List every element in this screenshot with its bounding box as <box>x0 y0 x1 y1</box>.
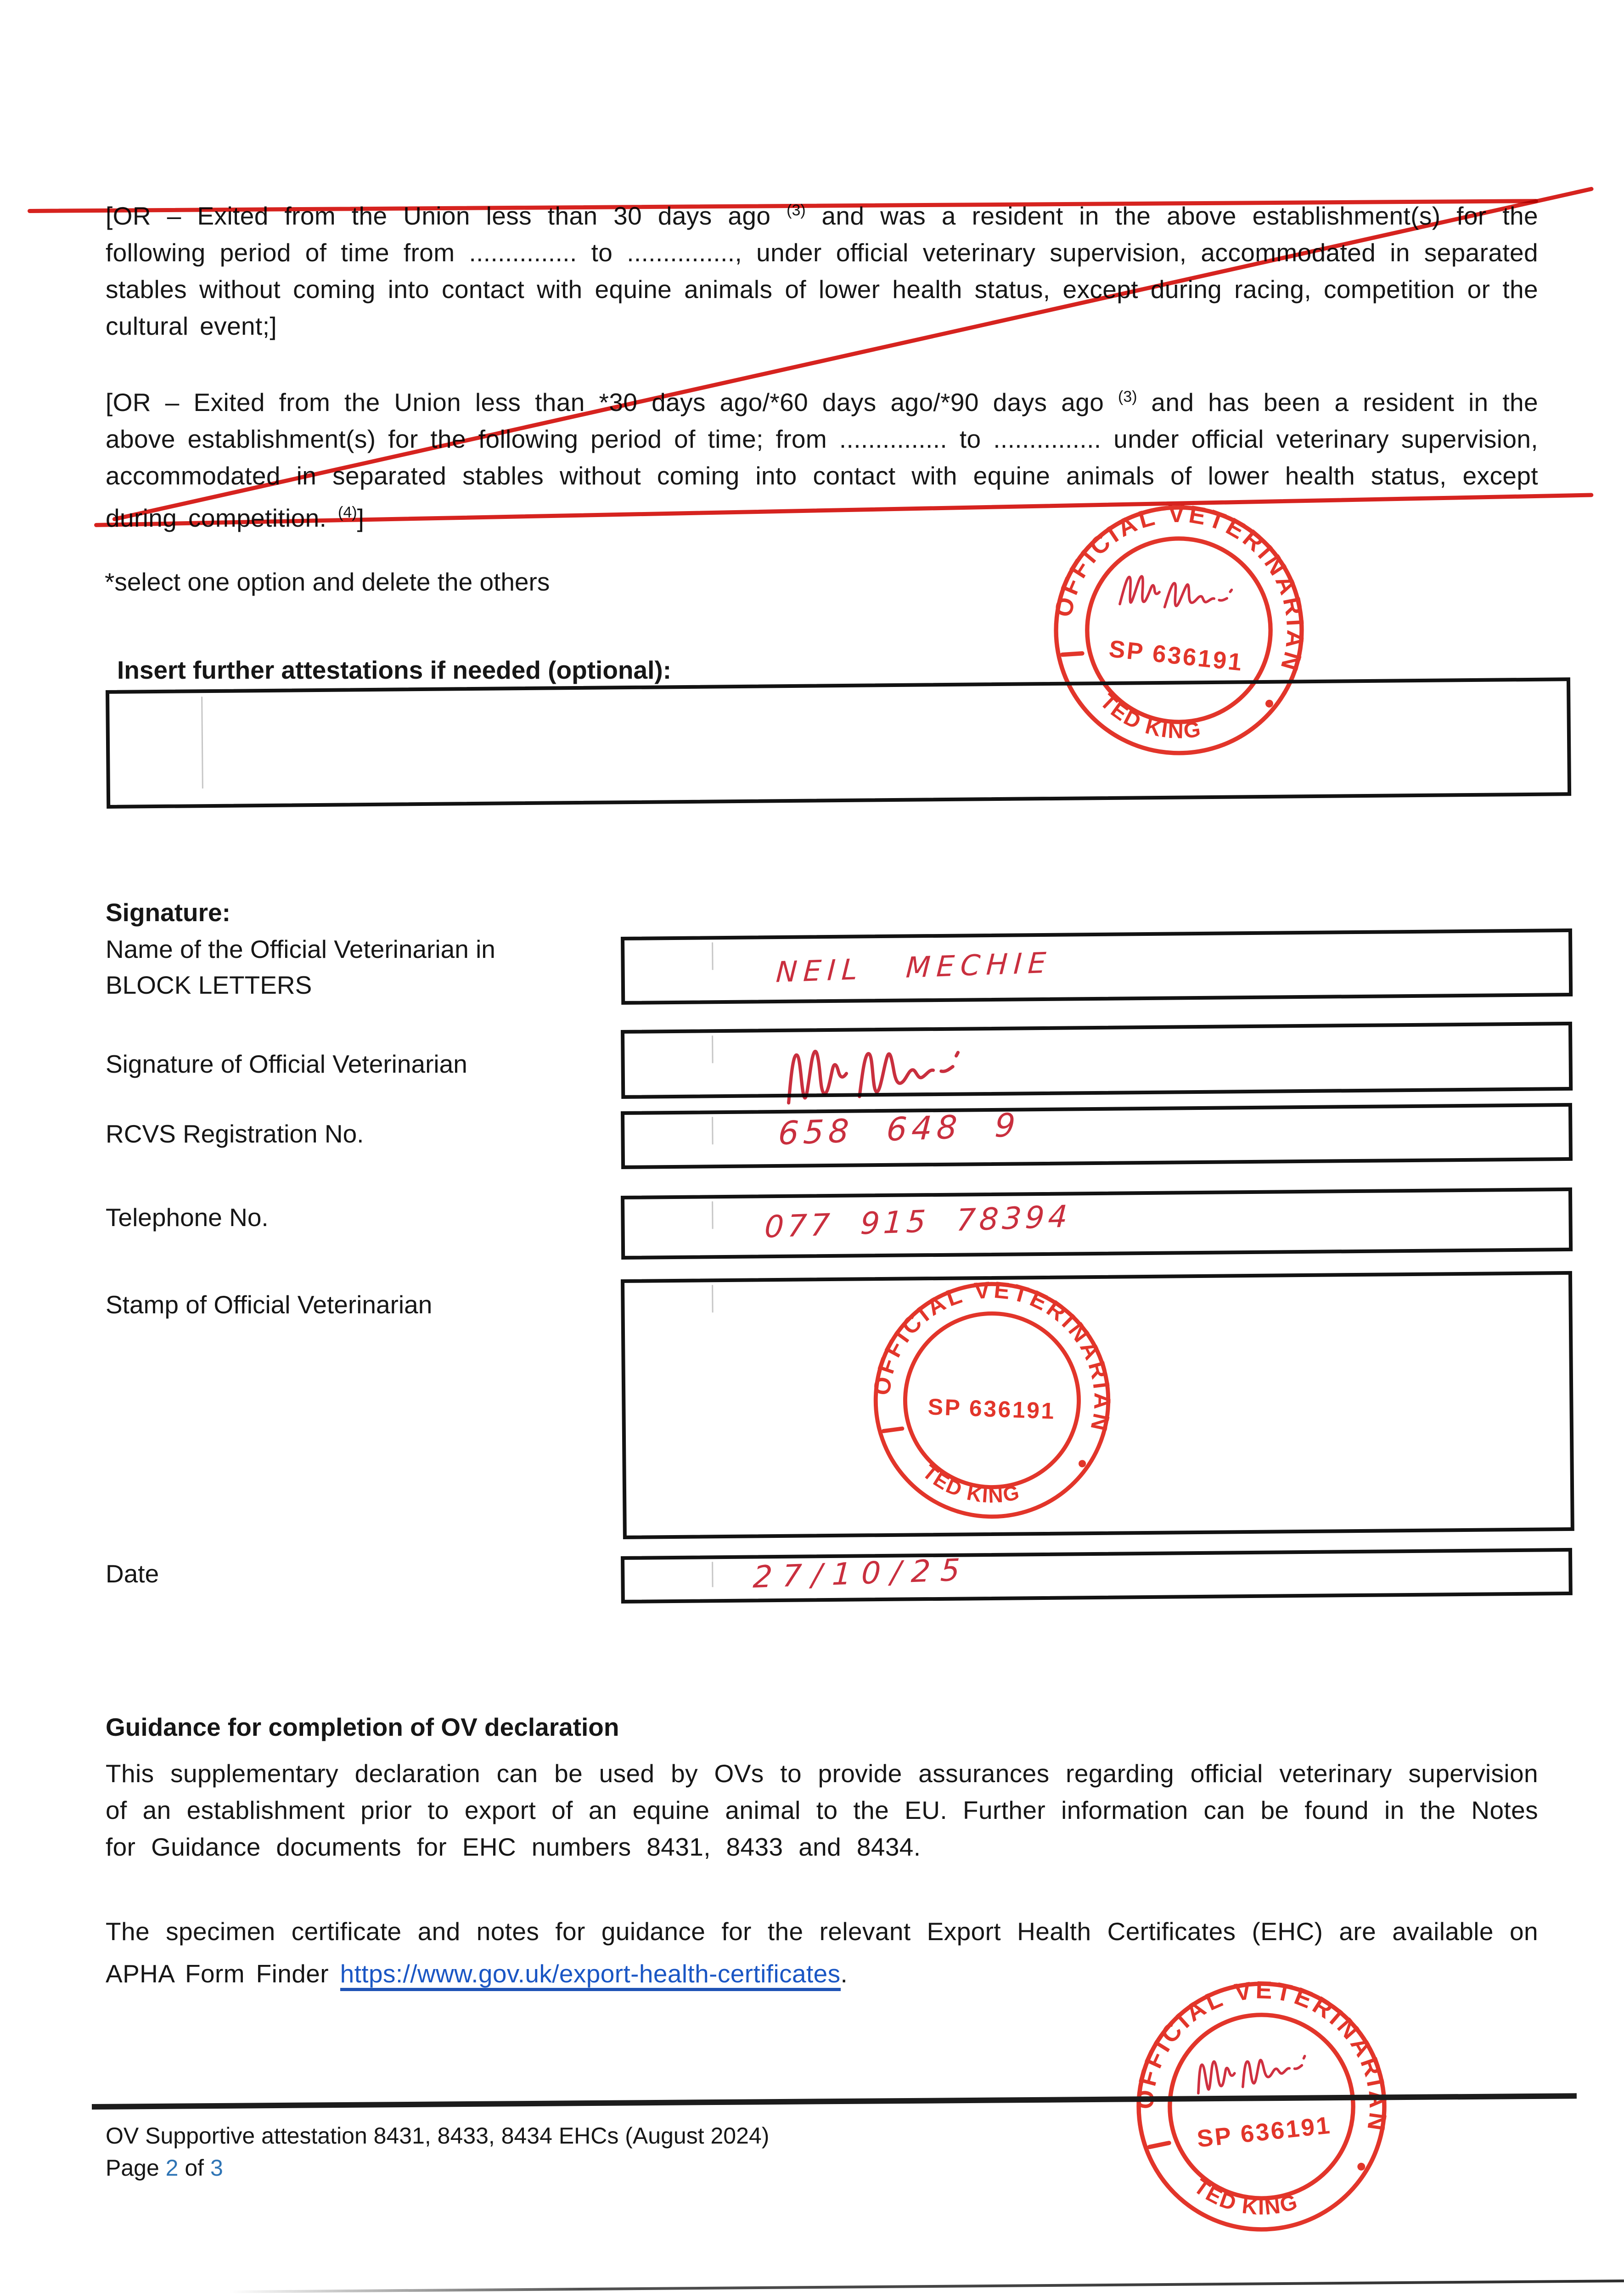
export-health-certificates-link[interactable]: https://www.gov.uk/export-health-certifi… <box>340 1959 841 1991</box>
official-veterinarian-stamp-bottom: OFFICIAL VETERINARIAN UNITED KINGDOM SP … <box>1117 1964 1405 2232</box>
scan-tick-mark <box>712 942 714 970</box>
stamp-signature-squiggle <box>1197 2054 1306 2095</box>
name-field-box[interactable] <box>621 928 1573 1005</box>
phone-field-box[interactable] <box>621 1187 1573 1260</box>
option2-text: [OR – Exited from the Union less than *3… <box>106 388 1118 416</box>
attestations-empty-box[interactable] <box>106 677 1572 809</box>
rcvs-label: RCVS Registration No. <box>106 1120 364 1148</box>
guidance-body: This supplementary declaration can be us… <box>106 1759 1538 1861</box>
signature-field-box[interactable] <box>621 1021 1573 1099</box>
official-veterinarian-stamp-top: OFFICIAL VETERINARIAN UNITED KINGDOM SP … <box>1036 485 1322 755</box>
scan-tick-mark <box>712 1117 714 1145</box>
attestations-heading: Insert further attestations if needed (o… <box>117 656 672 684</box>
specimen-text-end: . <box>840 1959 848 1988</box>
stamp-number-text: SP 636191 <box>1196 2111 1332 2152</box>
option2-paragraph: [OR – Exited from the Union less than *3… <box>106 378 1538 536</box>
scan-tick-mark <box>712 1201 714 1229</box>
stamp-signature-squiggle <box>1118 575 1233 608</box>
option2-text-cont: and has been a resident in the above est… <box>106 388 1538 532</box>
handwritten-signature <box>787 1050 960 1105</box>
page-word: Page <box>106 2155 166 2181</box>
footer-page-indicator: Page 2 of 3 <box>106 2153 223 2183</box>
specimen-text: The specimen certificate and notes for g… <box>106 1917 1538 1988</box>
scan-tick-mark <box>712 1285 714 1313</box>
option1-text-cont: and was a resident in the above establis… <box>106 202 1538 340</box>
official-veterinarian-stamp-box: OFFICIAL VETERINARIAN UNITED KINGDOM SP … <box>865 1273 1119 1519</box>
date-label: Date <box>106 1559 159 1588</box>
scan-tick-mark <box>712 1562 714 1587</box>
rcvs-field-box[interactable] <box>621 1103 1573 1169</box>
guidance-heading: Guidance for completion of OV declaratio… <box>106 1713 619 1741</box>
select-option-note: *select one option and delete the others <box>105 568 550 596</box>
stamp-label: Stamp of Official Veterinarian <box>106 1290 433 1319</box>
option2-footnote-3: (3) <box>1118 388 1137 405</box>
signature-section-heading: Signature: <box>106 898 230 927</box>
stamp-number-text: SP 636191 <box>1107 635 1244 676</box>
stamp-inner-ring <box>1085 536 1273 724</box>
option1-paragraph: [OR – Exited from the Union less than 30… <box>106 192 1538 344</box>
scan-tick-mark <box>712 1035 714 1064</box>
signature-label: Signature of Official Veterinarian <box>106 1050 467 1078</box>
page-total-number: 3 <box>210 2155 223 2181</box>
name-label: Name of the Official Veterinarian in BLO… <box>106 935 495 999</box>
footer-document-reference: OV Supportive attestation 8431, 8433, 84… <box>106 2123 770 2149</box>
scan-edge-artifact <box>229 2279 1624 2293</box>
phone-label: Telephone No. <box>106 1203 269 1232</box>
stamp-number-text: SP 636191 <box>927 1394 1056 1424</box>
page-current-number: 2 <box>165 2155 179 2181</box>
stamp-outer-ring <box>1054 505 1304 755</box>
scan-tick-mark <box>201 697 203 789</box>
specimen-paragraph: The specimen certificate and notes for g… <box>106 1910 1538 1995</box>
of-word: of <box>178 2155 210 2181</box>
